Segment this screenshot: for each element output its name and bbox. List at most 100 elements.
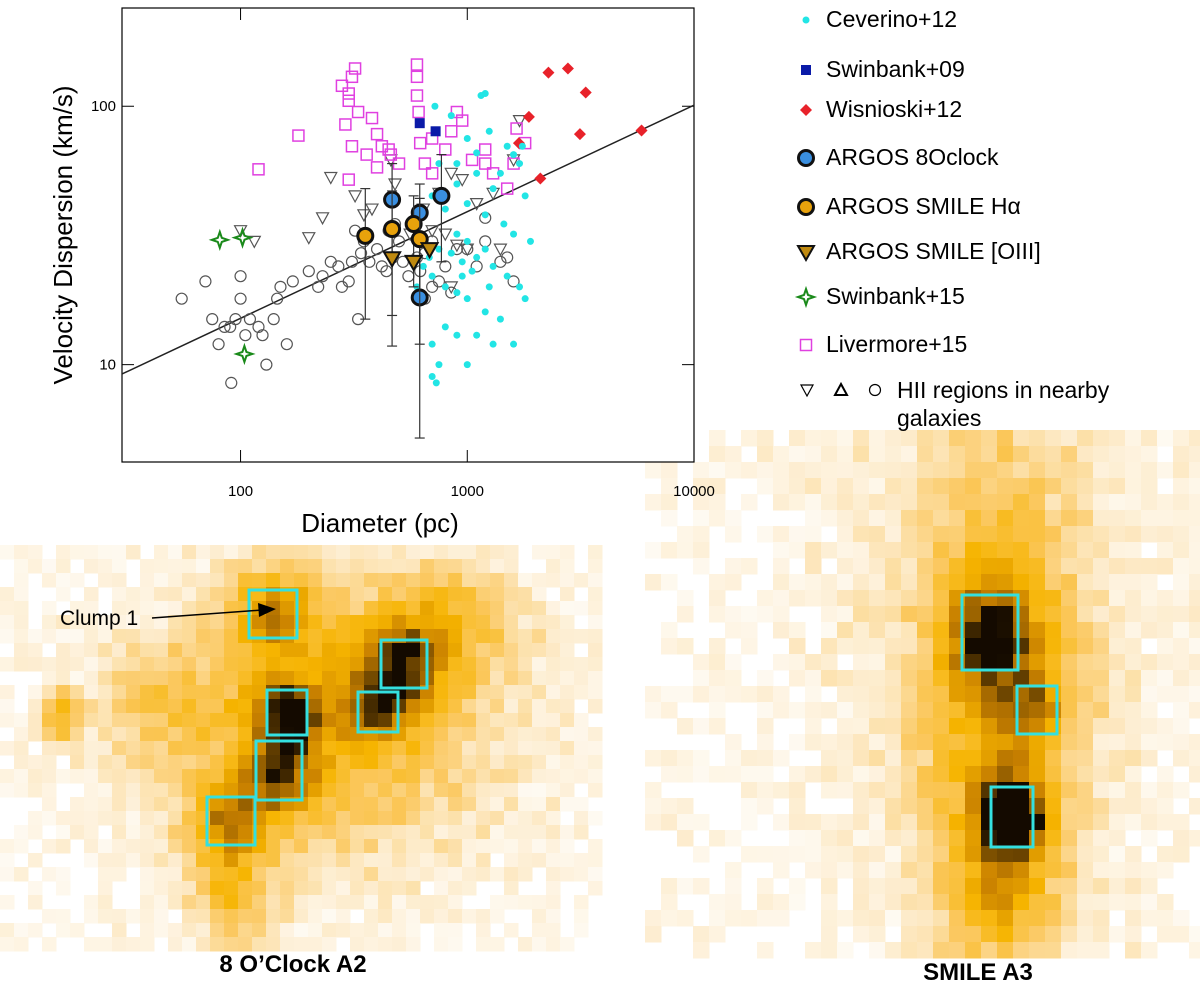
marker	[345, 140, 359, 153]
image-pixel	[661, 622, 678, 639]
image-pixel	[112, 937, 127, 952]
image-pixel	[434, 657, 449, 672]
marker	[453, 289, 461, 297]
image-pixel	[1077, 526, 1094, 543]
image-pixel	[224, 853, 239, 868]
image-pixel	[773, 654, 790, 671]
image-pixel	[1093, 686, 1110, 703]
image-pixel	[997, 654, 1014, 671]
image-pixel	[1045, 574, 1062, 591]
image-pixel	[1077, 878, 1094, 895]
image-pixel	[1157, 910, 1174, 927]
image-pixel	[869, 734, 886, 751]
image-pixel	[98, 643, 113, 658]
image-pixel	[933, 654, 950, 671]
image-pixel	[741, 782, 758, 799]
image-pixel	[448, 587, 463, 602]
image-pixel	[336, 769, 351, 784]
image-pixel	[1077, 478, 1094, 495]
image-pixel	[1045, 622, 1062, 639]
legend-label: HII regions in nearby galaxies	[897, 377, 1110, 431]
image-pixel	[238, 811, 253, 826]
image-pixel	[869, 574, 886, 591]
image-pixel	[350, 937, 365, 952]
image-pixel	[1109, 798, 1126, 815]
marker	[503, 142, 511, 150]
image-pixel	[168, 769, 183, 784]
image-pixel	[853, 574, 870, 591]
image-pixel	[462, 713, 477, 728]
image-pixel	[901, 654, 918, 671]
image-pixel	[588, 573, 603, 588]
image-pixel	[210, 699, 225, 714]
image-pixel	[917, 910, 934, 927]
marker	[342, 87, 355, 100]
image-pixel	[1157, 814, 1174, 831]
image-pixel	[1077, 462, 1094, 479]
image-pixel	[518, 657, 533, 672]
image-pixel	[532, 923, 547, 938]
image-pixel	[0, 657, 15, 672]
image-pixel	[1045, 494, 1062, 511]
image-pixel	[917, 430, 934, 447]
image-pixel	[1157, 542, 1174, 559]
image-pixel	[168, 937, 183, 952]
marker	[229, 313, 242, 326]
image-pixel	[1109, 814, 1126, 831]
image-pixel	[773, 478, 790, 495]
image-pixel	[490, 909, 505, 924]
marker	[802, 16, 810, 24]
image-pixel	[885, 830, 902, 847]
image-pixel	[1029, 446, 1046, 463]
image-pixel	[238, 741, 253, 756]
image-pixel	[965, 734, 982, 751]
image-pixel	[1061, 590, 1078, 607]
image-pixel	[378, 615, 393, 630]
image-pixel	[1045, 878, 1062, 895]
image-pixel	[981, 558, 998, 575]
image-pixel	[869, 846, 886, 863]
image-pixel	[140, 685, 155, 700]
image-pixel	[1141, 430, 1158, 447]
image-pixel	[933, 942, 950, 959]
image-pixel	[1125, 462, 1142, 479]
image-pixel	[1029, 638, 1046, 655]
image-pixel	[1125, 782, 1142, 799]
image-pixel	[308, 727, 323, 742]
image-pixel	[350, 559, 365, 574]
image-pixel	[869, 926, 886, 943]
image-pixel	[1109, 574, 1126, 591]
image-pixel	[805, 654, 822, 671]
image-pixel	[933, 718, 950, 735]
image-pixel	[1013, 814, 1030, 831]
image-pixel	[997, 766, 1014, 783]
image-pixel	[965, 702, 982, 719]
image-pixel	[42, 839, 57, 854]
image-pixel	[154, 587, 169, 602]
image-pixel	[308, 937, 323, 952]
image-pixel	[154, 853, 169, 868]
image-pixel	[434, 685, 449, 700]
image-pixel	[70, 825, 85, 840]
image-pixel	[1125, 718, 1142, 735]
image-pixel	[1029, 942, 1046, 959]
image-pixel	[997, 846, 1014, 863]
image-pixel	[757, 446, 774, 463]
image-pixel	[1061, 894, 1078, 911]
image-pixel	[182, 769, 197, 784]
image-pixel	[406, 559, 421, 574]
marker	[489, 262, 497, 270]
marker	[301, 232, 316, 245]
image-pixel	[1141, 494, 1158, 511]
image-pixel	[546, 573, 561, 588]
image-pixel	[1061, 798, 1078, 815]
marker	[507, 275, 520, 288]
image-pixel	[322, 853, 337, 868]
marker	[392, 235, 406, 248]
image-pixel	[518, 587, 533, 602]
image-pixel	[224, 923, 239, 938]
image-pixel	[1029, 430, 1046, 447]
image-pixel	[1077, 942, 1094, 959]
image-pixel	[70, 699, 85, 714]
image-pixel	[725, 670, 742, 687]
